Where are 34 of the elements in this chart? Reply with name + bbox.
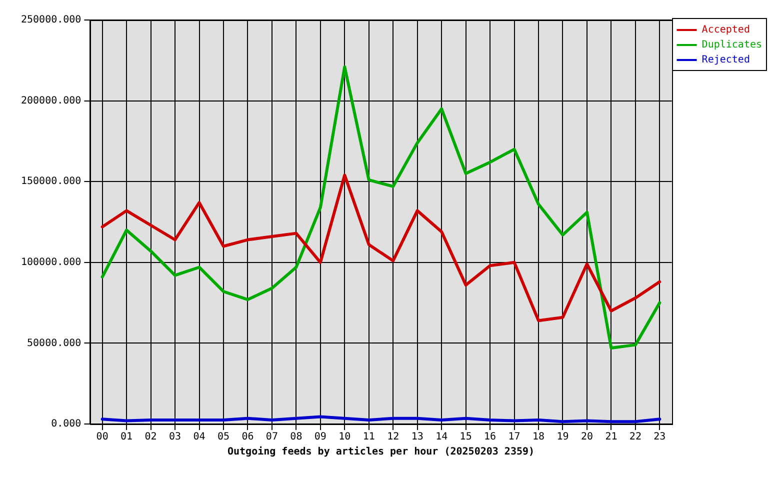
x-tick-label: 12 bbox=[387, 432, 400, 443]
x-tick-label: 17 bbox=[508, 432, 520, 443]
x-tick-label: 08 bbox=[290, 432, 302, 443]
x-axis-title: Outgoing feeds by articles per hour (20250203 2359) bbox=[227, 446, 535, 458]
x-tick-label: 23 bbox=[654, 432, 666, 443]
y-tick-label: 50000.000 bbox=[27, 338, 82, 349]
x-tick-label: 13 bbox=[411, 432, 424, 443]
x-tick-label: 00 bbox=[96, 432, 108, 443]
x-tick-label: 09 bbox=[314, 432, 326, 443]
x-tick-label: 06 bbox=[242, 432, 254, 443]
x-tick-label: 11 bbox=[362, 432, 375, 443]
legend-label: Duplicates bbox=[702, 40, 762, 51]
x-tick-label: 14 bbox=[436, 432, 448, 443]
x-tick-label: 05 bbox=[217, 432, 230, 443]
x-tick-label: 03 bbox=[168, 432, 182, 443]
x-tick-label: 07 bbox=[266, 432, 278, 443]
x-tick-label: 19 bbox=[556, 432, 569, 443]
x-tick-label: 21 bbox=[605, 432, 618, 443]
x-tick-label: 01 bbox=[120, 432, 133, 443]
x-tick-label: 22 bbox=[629, 432, 642, 443]
y-tick-label: 150000.000 bbox=[20, 176, 82, 188]
legend-label: Rejected bbox=[702, 54, 750, 66]
x-tick-label: 10 bbox=[338, 432, 351, 443]
y-tick-label: 250000.000 bbox=[20, 14, 82, 26]
x-tick-label: 18 bbox=[532, 432, 545, 443]
x-tick-label: 16 bbox=[484, 432, 496, 443]
y-tick-label: 0.000 bbox=[51, 418, 82, 430]
y-tick-label: 100000.000 bbox=[20, 256, 82, 268]
x-tick-label: 02 bbox=[144, 432, 157, 443]
x-tick-label: 15 bbox=[460, 432, 472, 443]
y-tick-label: 200000.000 bbox=[20, 95, 82, 106]
x-tick-label: 20 bbox=[580, 432, 594, 443]
legend-label: Accepted bbox=[702, 24, 750, 36]
x-tick-label: 04 bbox=[193, 432, 206, 443]
